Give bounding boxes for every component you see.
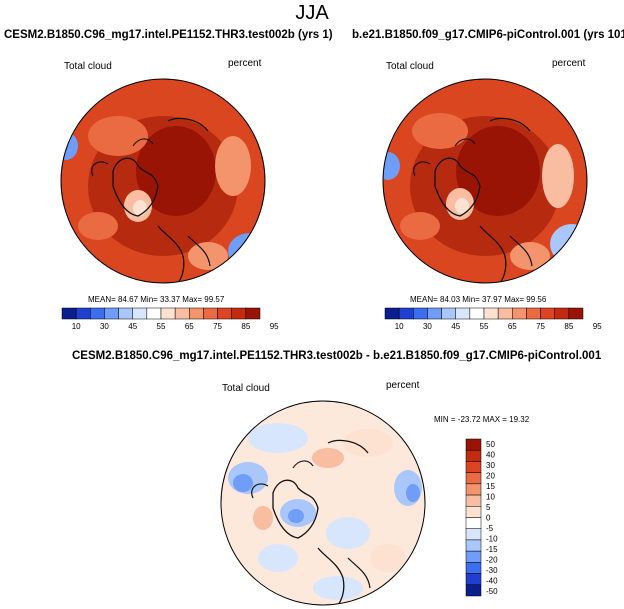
panel-1-colorbar-swatch — [146, 307, 162, 320]
diff-colorbar-label: 40 — [486, 451, 495, 460]
panel-2-variable-label: Total cloud — [386, 61, 434, 72]
diff-colorbar-label: 10 — [486, 493, 495, 502]
panel-1-polar-map — [60, 78, 266, 284]
panel-2-colorbar-label: 45 — [451, 322, 460, 331]
diff-colorbar-swatch — [465, 573, 482, 586]
panel-1-colorbar-swatch — [203, 307, 218, 320]
diff-colorbar-swatch — [465, 528, 482, 541]
diff-colorbar-label: -40 — [486, 576, 498, 585]
diff-colorbar-swatch — [465, 506, 482, 518]
panel-2-colorbar-label: 65 — [508, 322, 517, 331]
panel-1-colorbar-swatch — [90, 307, 105, 320]
panel-2-polar-map — [382, 78, 588, 284]
diff-colorbar-swatch — [465, 449, 482, 462]
panel-1-colorbar: 10 30 45 55 65 75 85 95 — [61, 307, 279, 331]
diff-colorbar-label: -30 — [486, 566, 498, 575]
panel-1-colorbar-label: 65 — [185, 322, 194, 331]
panel-1-colorbar-swatch — [132, 307, 148, 320]
panel-2-stats: MEAN= 84.03 Min= 37.97 Max= 99.56 — [410, 295, 547, 304]
diff-units-label: percent — [386, 380, 420, 391]
diff-colorbar-swatch — [465, 438, 482, 451]
page-title: JJA — [295, 2, 329, 24]
panel-2-colorbar-swatch — [427, 307, 442, 320]
diff-variable-label: Total cloud — [222, 383, 270, 394]
panel-1-colorbar-swatch — [160, 307, 176, 320]
diff-colorbar-label: 0 — [486, 514, 491, 523]
panel-2-colorbar-swatch — [526, 307, 541, 320]
diff-colorbar-label: -50 — [486, 587, 498, 596]
panel-2-case-title: b.e21.B1850.f09_g17.CMIP6-piControl.001 … — [352, 29, 624, 41]
panel-2-colorbar-swatch — [469, 307, 485, 320]
panel-1-colorbar-swatch — [245, 307, 261, 320]
panel-1-variable-label: Total cloud — [64, 61, 112, 72]
panel-2-colorbar-swatch — [455, 307, 471, 320]
diff-colorbar-swatch — [465, 539, 482, 552]
diff-title: CESM2.B1850.C96_mg17.intel.PE1152.THR3.t… — [72, 350, 602, 362]
diff-stats: MIN = -23.72 MAX = 19.32 — [434, 415, 530, 424]
panel-1-colorbar-swatch — [174, 307, 190, 320]
diff-colorbar-swatch — [465, 472, 482, 485]
panel-1-colorbar-swatch — [61, 307, 77, 320]
diff-colorbar-swatch — [465, 461, 482, 473]
panel-2-colorbar-swatch — [398, 307, 414, 320]
panel-2-colorbar-label: 30 — [423, 322, 432, 331]
panel-2-colorbar-swatch — [512, 307, 527, 320]
panel-1-colorbar-swatch — [217, 307, 232, 320]
panel-1-colorbar-label: 55 — [157, 322, 166, 331]
diff-colorbar-swatch — [465, 494, 482, 507]
panel-1-case-title: CESM2.B1850.C96_mg17.intel.PE1152.THR3.t… — [4, 29, 333, 41]
diff-colorbar-swatch — [465, 483, 482, 496]
panel-1-colorbar-swatch — [104, 307, 119, 320]
panel-2-colorbar-label: 10 — [395, 322, 404, 331]
panel-1-stats: MEAN= 84.67 Min= 33.37 Max= 99.57 — [88, 295, 225, 304]
panel-1-colorbar-swatch — [189, 307, 204, 320]
diff-colorbar-label: 15 — [486, 482, 495, 491]
diff-colorbar-swatch — [465, 517, 482, 529]
panel-2-colorbar-swatch — [384, 307, 400, 320]
diff-colorbar-label: -15 — [486, 545, 498, 554]
diff-colorbar-swatch — [465, 584, 482, 597]
panel-1-colorbar-label: 75 — [213, 322, 222, 331]
diff-colorbar-label: 30 — [486, 461, 495, 470]
panel-1-colorbar-label: 10 — [72, 322, 81, 331]
panel-1-colorbar-label: 85 — [241, 322, 250, 331]
panel-2-colorbar-swatch — [497, 307, 513, 320]
panel-1-colorbar-swatch — [118, 307, 133, 320]
panel-1-colorbar-label: 45 — [128, 322, 137, 331]
diff-colorbar-swatch — [465, 562, 482, 574]
diff-colorbar-swatch — [465, 550, 482, 563]
panel-2-colorbar-label: 55 — [480, 322, 489, 331]
diff-colorbar-label: -20 — [486, 555, 498, 564]
panel-1-colorbar-swatch — [75, 307, 91, 320]
panel-2-colorbar-swatch — [441, 307, 456, 320]
diff-colorbar-label: 20 — [486, 472, 495, 481]
diff-colorbar-label: 5 — [486, 503, 491, 512]
panel-2-colorbar-swatch — [554, 307, 570, 320]
panel-1-colorbar-label: 30 — [100, 322, 109, 331]
diff-colorbar-label: 50 — [486, 440, 495, 449]
panel-1-colorbar-label: 95 — [270, 322, 279, 331]
panel-2-colorbar-swatch — [568, 307, 584, 320]
panel-2-colorbar-label: 95 — [593, 322, 602, 331]
panel-2-colorbar-swatch — [540, 307, 555, 320]
panel-2-colorbar-label: 85 — [564, 322, 573, 331]
panel-2-colorbar: 10 30 45 55 65 75 85 95 — [384, 307, 602, 331]
panel-1-colorbar-swatch — [231, 307, 247, 320]
diff-polar-map — [220, 400, 426, 606]
diff-colorbar-label: -5 — [486, 524, 494, 533]
diff-colorbar-label: -10 — [486, 534, 498, 543]
panel-1-units-label: percent — [228, 58, 262, 69]
panel-2-colorbar-swatch — [483, 307, 499, 320]
panel-2-colorbar-swatch — [413, 307, 428, 320]
panel-2-units-label: percent — [552, 58, 586, 69]
panel-2-colorbar-label: 75 — [536, 322, 545, 331]
